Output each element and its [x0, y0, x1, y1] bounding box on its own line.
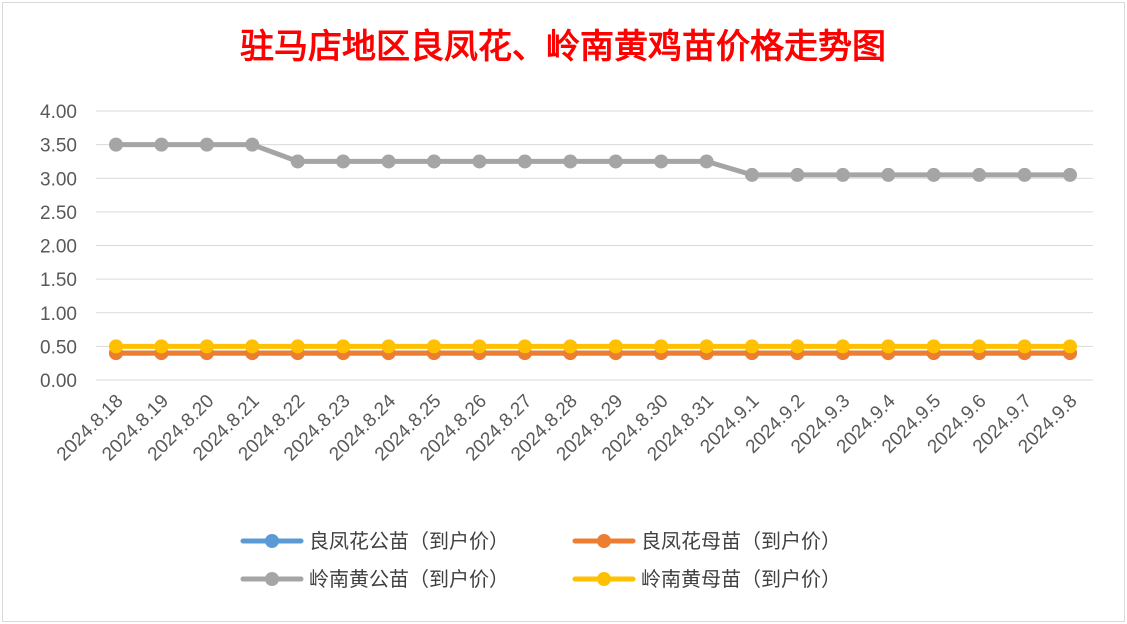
- legend-entry: 良凤花公苗（到户价）: [240, 529, 509, 553]
- y-tick-label: 0.50: [40, 337, 77, 358]
- data-point: [654, 339, 669, 354]
- data-point: [790, 167, 805, 182]
- data-point: [926, 339, 941, 354]
- legend-swatch-marker: [597, 534, 611, 548]
- data-point: [608, 339, 623, 354]
- data-point: [199, 137, 214, 152]
- data-point: [427, 339, 441, 354]
- data-point: [972, 339, 987, 354]
- data-point: [1063, 339, 1077, 354]
- data-point: [472, 154, 487, 169]
- data-point: [608, 154, 623, 169]
- legend-entry: 岭南黄公苗（到户价）: [240, 567, 509, 591]
- legend-label: 岭南黄母苗（到户价）: [641, 567, 841, 591]
- legend-swatch-marker: [265, 534, 279, 548]
- data-point: [245, 137, 260, 152]
- chart-title: 驻马店地区良凤花、岭南黄鸡苗价格走势图: [240, 27, 886, 67]
- data-point: [109, 339, 123, 354]
- data-point: [881, 339, 896, 354]
- data-point: [654, 154, 669, 169]
- legend: 良凤花公苗（到户价） 良凤花母苗（到户价） 岭南黄公苗（到户价） 岭南黄母苗（到户价）: [240, 529, 841, 591]
- data-point: [336, 154, 351, 169]
- data-point: [1063, 167, 1077, 182]
- data-point: [427, 154, 441, 169]
- data-point: [835, 167, 850, 182]
- data-point: [381, 154, 396, 169]
- y-tick-label: 0.00: [40, 371, 77, 392]
- y-axis-ticks: 0.00 0.50 1.00 1.50 2.00 2.50 3.00 3.50 4.00: [40, 102, 77, 392]
- data-point: [699, 339, 714, 354]
- legend-entry: 良凤花母苗（到户价）: [572, 529, 841, 553]
- data-point: [699, 154, 714, 169]
- legend-entry: 岭南黄母苗（到户价）: [572, 567, 841, 591]
- series-line: [113, 142, 1073, 178]
- data-point: [790, 339, 805, 354]
- data-point: [1017, 167, 1032, 182]
- data-point: [835, 339, 850, 354]
- legend-label: 岭南黄公苗（到户价）: [309, 567, 509, 591]
- legend-label: 良凤花公苗（到户价）: [309, 529, 509, 553]
- data-point: [154, 339, 169, 354]
- data-point: [926, 167, 941, 182]
- data-point: [745, 167, 759, 182]
- data-point: [290, 339, 305, 354]
- legend-swatch-marker: [265, 572, 279, 586]
- data-point: [472, 339, 487, 354]
- data-point: [336, 339, 351, 354]
- y-tick-label: 3.50: [40, 136, 77, 157]
- data-point: [245, 339, 260, 354]
- y-tick-label: 2.00: [40, 237, 77, 258]
- y-tick-label: 1.50: [40, 270, 77, 291]
- data-point: [109, 137, 123, 152]
- data-point: [563, 339, 578, 354]
- series-4: [109, 339, 1077, 354]
- data-point: [972, 167, 987, 182]
- y-tick-label: 3.00: [40, 169, 77, 190]
- data-point: [881, 167, 896, 182]
- data-point: [517, 339, 532, 354]
- series-3: [109, 137, 1077, 182]
- data-point: [290, 154, 305, 169]
- data-point: [1017, 339, 1032, 354]
- y-tick-label: 4.00: [40, 102, 77, 123]
- series-lines: [109, 137, 1077, 361]
- data-point: [154, 137, 169, 152]
- data-point: [745, 339, 759, 354]
- legend-label: 良凤花母苗（到户价）: [641, 529, 841, 553]
- legend-swatch-marker: [597, 572, 611, 586]
- data-point: [517, 154, 532, 169]
- y-tick-label: 2.50: [40, 203, 77, 224]
- data-point: [563, 154, 578, 169]
- data-point: [199, 339, 214, 354]
- y-tick-label: 1.00: [40, 304, 77, 325]
- data-point: [381, 339, 396, 354]
